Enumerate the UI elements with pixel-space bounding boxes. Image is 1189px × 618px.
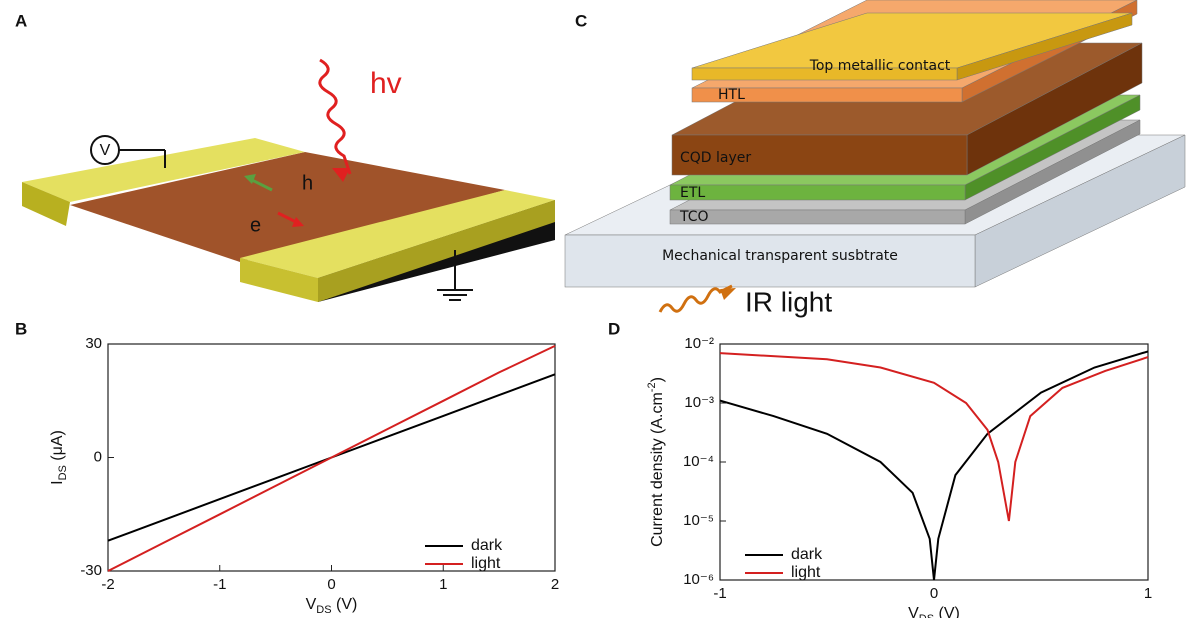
y-axis-label-part: Current density (A.cm xyxy=(649,392,666,547)
y-tick-label: 10⁻⁶ xyxy=(683,571,714,588)
panel-label: C xyxy=(575,11,587,30)
layer-label: CQD layer xyxy=(680,150,751,166)
data-line xyxy=(720,351,1148,580)
x-tick-label: -1 xyxy=(713,585,726,602)
x-axis-label-part: DS xyxy=(316,604,331,616)
voltmeter-label: V xyxy=(100,142,111,159)
hole-label: h xyxy=(302,172,313,194)
y-axis-label: IDS (μA) xyxy=(49,430,69,485)
legend-label: light xyxy=(471,555,501,572)
x-tick-label: 0 xyxy=(930,585,938,602)
y-tick-label: 0 xyxy=(94,448,102,465)
layer-label: Top metallic contact xyxy=(809,58,951,74)
y-tick-label: -30 xyxy=(80,562,102,579)
x-tick-label: -1 xyxy=(213,576,226,593)
x-axis-label-part: (V) xyxy=(332,596,358,613)
x-tick-label: -2 xyxy=(101,576,114,593)
x-axis-label: VDS (V) xyxy=(908,605,960,618)
light-label: IR light xyxy=(745,286,832,317)
panel-label: B xyxy=(15,319,27,338)
x-tick-label: 2 xyxy=(551,576,559,593)
legend-label: light xyxy=(791,564,821,581)
y-axis-label-part: (μA) xyxy=(49,430,66,465)
layer-label: ETL xyxy=(680,185,705,201)
layer-label: TCO xyxy=(679,209,709,225)
y-tick-label: 10⁻³ xyxy=(684,394,714,411)
device-a xyxy=(22,60,555,302)
y-tick-label: 30 xyxy=(85,335,102,352)
slab-front xyxy=(670,185,965,200)
y-axis-label-part: DS xyxy=(57,465,69,480)
x-axis-label-part: DS xyxy=(919,613,934,618)
slab-front xyxy=(670,210,965,224)
y-tick-label: 10⁻⁴ xyxy=(683,453,714,470)
y-tick-label: 10⁻⁵ xyxy=(683,512,714,529)
x-axis-label: VDS (V) xyxy=(306,596,358,616)
panel-label: D xyxy=(608,319,620,338)
y-axis-label: Current density (A.cm-2) xyxy=(646,377,666,547)
x-tick-label: 0 xyxy=(327,576,335,593)
data-line xyxy=(720,353,1148,521)
legend-label: dark xyxy=(471,537,503,554)
x-axis-label-part: V xyxy=(306,596,317,613)
layer-label: HTL xyxy=(718,87,745,103)
legend-label: dark xyxy=(791,546,823,563)
electron-label: e xyxy=(250,214,261,236)
x-axis-label-part: V xyxy=(908,605,919,618)
x-tick-label: 1 xyxy=(439,576,447,593)
photon-label: hv xyxy=(370,67,402,100)
x-tick-label: 1 xyxy=(1144,585,1152,602)
panel-label: A xyxy=(15,11,27,30)
y-axis-label-part: ) xyxy=(649,377,666,382)
layer-stack xyxy=(565,0,1185,287)
layer-label: Mechanical transparent susbtrate xyxy=(662,248,898,264)
figure: A B C D V hv h e Top metallic contact HT… xyxy=(0,0,1189,618)
y-axis-label-part: -2 xyxy=(646,382,658,392)
x-axis-label-part: (V) xyxy=(934,605,960,618)
ir-arrowhead xyxy=(720,288,736,300)
y-tick-label: 10⁻² xyxy=(684,335,714,352)
